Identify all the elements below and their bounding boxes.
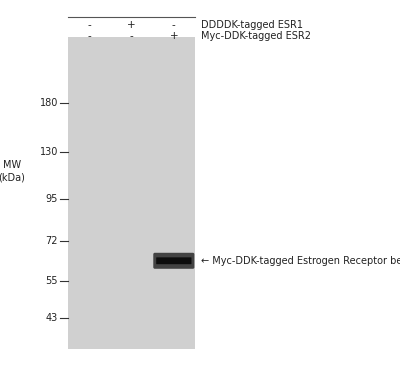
Text: 130: 130 — [40, 147, 58, 157]
Text: -: - — [87, 20, 91, 30]
Text: -: - — [172, 20, 176, 30]
FancyBboxPatch shape — [153, 253, 194, 269]
Text: 95: 95 — [46, 194, 58, 204]
Text: ← Myc-DDK-tagged Estrogen Receptor beta: ← Myc-DDK-tagged Estrogen Receptor beta — [201, 256, 400, 266]
Text: 293T: 293T — [117, 0, 146, 1]
FancyBboxPatch shape — [156, 257, 192, 264]
Bar — [68, 37, 195, 349]
Text: (kDa): (kDa) — [0, 172, 26, 182]
Text: DDDDK-tagged ESR1: DDDDK-tagged ESR1 — [201, 20, 303, 30]
Text: MW: MW — [3, 160, 21, 170]
Text: 43: 43 — [46, 313, 58, 323]
Text: 72: 72 — [46, 236, 58, 246]
Text: +: + — [127, 20, 136, 30]
Text: +: + — [170, 31, 178, 41]
Text: 180: 180 — [40, 98, 58, 108]
Text: 55: 55 — [46, 276, 58, 286]
Text: -: - — [130, 31, 133, 41]
Text: -: - — [87, 31, 91, 41]
Text: Myc-DDK-tagged ESR2: Myc-DDK-tagged ESR2 — [201, 31, 311, 41]
